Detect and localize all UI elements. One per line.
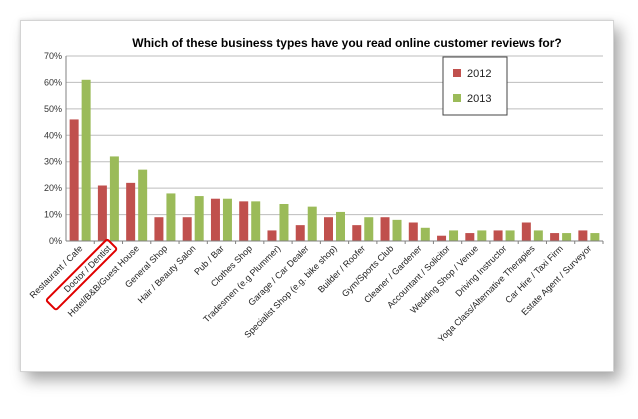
bar-2013 [307,206,317,241]
bar-2013 [392,219,402,241]
highlight-box [45,238,118,311]
legend-label-2012: 2012 [467,68,491,80]
bar-2013 [449,230,459,241]
bar-2013 [138,169,148,241]
legend-swatch-2012 [453,69,461,77]
bar-2012 [239,201,249,241]
bar-2012 [126,182,136,241]
bar-2013 [166,193,176,241]
y-tick-label: 30% [44,157,62,167]
bar-2012 [97,185,107,241]
bar-2013 [336,211,345,241]
y-tick-label: 0% [49,236,62,246]
bar-2013 [505,230,515,241]
bar-2012 [550,233,560,241]
bar-2013 [533,230,543,241]
bar-2013 [251,201,261,241]
legend: 2012 2013 [442,56,508,116]
chart-frame: 0% 10% 20% 30% 40% 50% 60% 70% Restaurant / Caf… [20,20,614,372]
bar-2012 [324,217,333,241]
bar-2012 [493,230,503,241]
bar-2012 [578,230,588,241]
y-tick-label: 70% [44,51,62,61]
bar-2012 [352,225,362,241]
bar-2012 [295,225,305,241]
category-label: Gym/Sports Club [340,243,396,299]
bar-2013 [562,233,572,241]
bar-2012 [210,198,220,241]
bar-2012 [154,217,164,241]
bar-2013 [194,196,204,241]
y-tick-label: 20% [44,183,62,193]
bar-2013 [590,233,600,241]
bar-2013 [477,230,487,241]
bar-2013 [222,198,232,241]
bar-2012 [69,119,79,241]
bar-2012 [521,222,531,241]
y-tick-label: 50% [44,104,62,114]
bar-2013 [364,217,374,241]
bar-2013 [420,227,430,241]
bar-2012 [437,235,447,241]
y-tick-label: 40% [44,130,62,140]
bar-2012 [182,217,192,241]
bar-2012 [267,230,277,241]
chart-title: Which of these business types have you r… [132,36,561,50]
bar-2012 [380,217,390,241]
bar-2013 [279,204,289,241]
legend-label-2013: 2013 [467,93,491,105]
category-label: Driving Instructor [453,243,508,298]
y-tick-label: 10% [44,210,62,220]
bar-chart: 0%10%20%30%40%50%60%70% Restaurant / Caf… [28,36,604,344]
bar-2012 [465,233,475,241]
bar-2013 [109,156,119,241]
y-tick-label: 60% [44,77,62,87]
bar-2012 [408,222,418,241]
bar-2013 [81,79,91,242]
legend-swatch-2013 [453,94,461,102]
